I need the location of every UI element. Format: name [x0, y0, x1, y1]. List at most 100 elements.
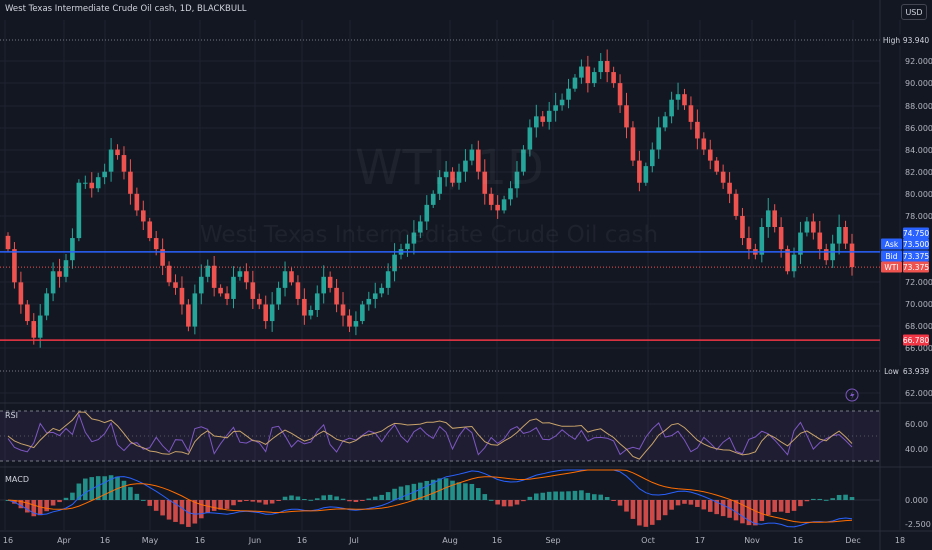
high-value-bg — [903, 34, 929, 46]
candle-body-104 — [675, 94, 681, 100]
candle-body-18 — [121, 155, 127, 172]
candle-body-71 — [463, 160, 468, 172]
macd-hist-bar-87 — [566, 491, 571, 500]
macd-hist-bar-118 — [765, 500, 771, 515]
candle-body-1 — [12, 249, 17, 283]
macd-hist-bar-59 — [385, 492, 391, 500]
macd-line — [7, 469, 853, 528]
candle-body-58 — [379, 287, 384, 294]
rsi-tick-label-0: 60.00 — [905, 420, 928, 429]
macd-hist-bar-11 — [76, 483, 82, 500]
macd-hist-bar-57 — [372, 496, 378, 500]
macd-hist-bar-33 — [218, 500, 223, 510]
macd-hist-bar-26 — [173, 500, 178, 522]
macd-hist-bar-28 — [186, 500, 191, 527]
candle-body-50 — [327, 276, 333, 288]
candle-body-13 — [89, 182, 95, 189]
candle-body-103 — [669, 99, 674, 117]
macd-hist-bar-61 — [398, 486, 404, 500]
candle-body-31 — [205, 265, 211, 277]
candle-body-41 — [269, 304, 275, 322]
macd-hist-bar-121 — [785, 500, 790, 513]
macd-hist-bar-72 — [469, 483, 475, 500]
macd-hist-bar-73 — [476, 488, 481, 500]
candle-body-40 — [263, 304, 269, 322]
candle-body-11 — [76, 182, 82, 239]
candle-body-53 — [347, 315, 352, 327]
candle-body-86 — [559, 99, 565, 106]
macd-label: MACD — [5, 475, 29, 484]
candle-body-107 — [695, 121, 700, 139]
candle-body-63 — [411, 232, 417, 244]
candle-body-44 — [289, 271, 294, 283]
macd-hist-bar-2 — [18, 500, 24, 509]
candle-body-124 — [804, 221, 810, 233]
candle-body-82 — [534, 116, 539, 128]
macd-hist-bar-27 — [179, 500, 185, 525]
macd-hist-bar-130 — [843, 494, 848, 500]
macd-hist-bar-10 — [70, 492, 75, 500]
candle-body-94 — [611, 72, 616, 84]
candle-body-27 — [179, 287, 185, 305]
macd-hist-bar-9 — [63, 497, 69, 500]
level-bottom-value-bg — [903, 334, 929, 346]
macd-hist-bar-69 — [450, 480, 455, 500]
time-tick-label-5: Jun — [248, 536, 262, 545]
time-tick-label-6: 16 — [297, 536, 307, 545]
macd-hist-bar-126 — [817, 498, 823, 500]
macd-hist-bar-114 — [740, 500, 745, 524]
candle-body-125 — [811, 221, 816, 233]
last-label: WTI — [884, 263, 898, 272]
candle-body-12 — [83, 182, 88, 184]
price-tick-label-11: 66.000 — [905, 344, 932, 353]
time-tick-label-0: 16 — [3, 536, 13, 545]
macd-hist-bar-81 — [527, 496, 533, 500]
candle-body-129 — [836, 227, 842, 244]
candle-body-77 — [501, 199, 507, 211]
level-top-value: 74.750 — [903, 229, 929, 238]
macd-hist-bar-51 — [334, 496, 339, 500]
price-tick-label-8: 72.000 — [905, 278, 932, 287]
macd-hist-bar-105 — [682, 500, 687, 504]
candle-body-106 — [688, 105, 694, 122]
candle-body-0 — [5, 235, 11, 250]
macd-hist-bar-101 — [656, 500, 662, 521]
macd-hist-bar-23 — [153, 500, 159, 511]
time-tick-label-10: Sep — [545, 536, 560, 545]
candle-body-3 — [25, 304, 30, 322]
candle-body-46 — [302, 298, 307, 316]
macd-hist-bar-48 — [314, 498, 320, 500]
macd-hist-bar-88 — [572, 490, 578, 500]
candle-body-65 — [424, 204, 430, 222]
macd-hist-bar-106 — [688, 500, 694, 505]
candle-body-67 — [437, 177, 442, 194]
price-tick-label-7: 78.000 — [905, 212, 932, 221]
rsi-ma-line — [7, 411, 853, 460]
candle-body-45 — [295, 282, 301, 299]
macd-hist-bar-4 — [31, 500, 37, 517]
macd-hist-bar-107 — [695, 500, 700, 507]
watermark-name: West Texas Intermediate Crude Oil cash — [200, 222, 659, 248]
level-bottom-value: 66.780 — [903, 336, 929, 345]
macd-hist-bar-34 — [224, 500, 230, 509]
currency-button[interactable]: USD — [901, 4, 927, 20]
macd-tick-label-0: 0.000 — [905, 496, 928, 505]
macd-hist-bar-83 — [540, 492, 546, 500]
macd-hist-bar-92 — [598, 494, 604, 500]
macd-hist-bar-20 — [134, 493, 140, 500]
macd-hist-bar-75 — [488, 499, 494, 501]
time-tick-label-4: 16 — [195, 536, 205, 545]
candle-body-127 — [823, 249, 829, 261]
macd-hist-bar-116 — [753, 500, 758, 526]
candle-body-102 — [662, 116, 668, 128]
candle-body-37 — [244, 271, 249, 283]
time-tick-label-8: Aug — [442, 536, 458, 545]
lightning-icon-glyph — [850, 391, 855, 400]
macd-hist-bar-42 — [276, 500, 281, 501]
macd-hist-bar-45 — [295, 496, 301, 500]
macd-hist-bar-77 — [501, 500, 507, 507]
macd-hist-bar-25 — [166, 500, 172, 520]
macd-hist-bar-122 — [791, 500, 797, 511]
